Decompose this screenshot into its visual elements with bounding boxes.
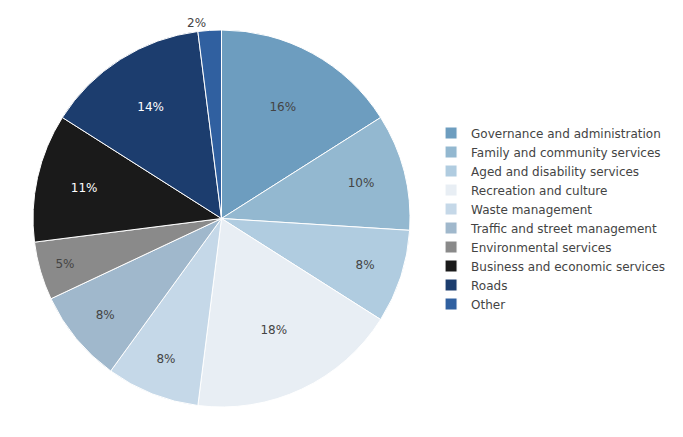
svg-text:Traffic and street management: Traffic and street management <box>470 222 657 236</box>
svg-text:18%: 18% <box>260 323 287 337</box>
svg-text:8%: 8% <box>356 258 375 272</box>
svg-text:10%: 10% <box>348 176 375 190</box>
svg-text:Other: Other <box>471 298 505 312</box>
svg-text:16%: 16% <box>269 100 296 114</box>
svg-text:Aged and disability services: Aged and disability services <box>471 165 639 179</box>
svg-text:Governance and administration: Governance and administration <box>471 127 661 141</box>
svg-text:5%: 5% <box>55 257 74 271</box>
svg-text:8%: 8% <box>156 352 175 366</box>
svg-text:Waste management: Waste management <box>471 203 592 217</box>
svg-text:14%: 14% <box>137 100 164 114</box>
svg-text:Recreation and culture: Recreation and culture <box>471 184 607 198</box>
svg-text:Family and community services: Family and community services <box>471 146 661 160</box>
svg-text:11%: 11% <box>71 181 98 195</box>
svg-text:8%: 8% <box>96 308 115 322</box>
svg-text:Roads: Roads <box>471 279 507 293</box>
svg-text:Business and economic services: Business and economic services <box>471 260 665 274</box>
svg-text:Environmental services: Environmental services <box>471 241 611 255</box>
svg-text:2%: 2% <box>187 16 206 30</box>
